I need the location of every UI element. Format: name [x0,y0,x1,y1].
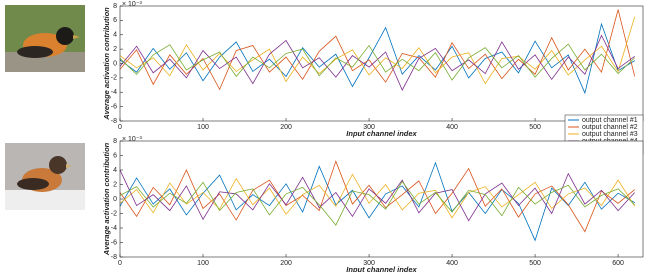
x-tick-label: 100 [197,124,209,131]
y-axis-label: Average activation contribution [102,142,111,256]
x-tick-label: 500 [529,124,541,131]
plot-area [120,6,643,121]
y-tick-label: 8 [113,138,117,145]
bird-photo [5,5,85,72]
series-line [119,22,635,95]
y-tick-label: 2 [113,181,117,188]
y-tick-label: -6 [111,239,117,246]
chart: -8 -6 -4 -2 0 2 4 6 8 0 100 200 300 400 500 600 × 10⁻³ In… [102,136,644,272]
series-line [119,9,636,91]
series-line [119,161,635,242]
y-tick-label: -6 [111,103,117,110]
series-line [119,16,636,85]
y-tick-label: 4 [113,167,117,174]
y-tick-label: -2 [111,75,117,82]
y-exponent: × 10⁻³ [122,1,143,8]
x-tick-label: 0 [118,260,122,267]
x-tick-label: 300 [363,260,375,267]
y-tick-label: 6 [113,152,117,159]
y-tick-label: -8 [111,254,117,261]
x-axis-label: Input channel index [346,129,417,138]
legend-label: output channel #1 [582,117,638,124]
y-tick-label: -4 [111,225,117,232]
y-tick-label: 6 [113,17,117,24]
y-tick-label: 8 [113,3,117,10]
y-tick-label: 0 [113,196,117,203]
x-tick-label: 300 [363,124,375,131]
x-tick-label: 400 [446,124,458,131]
series-line [119,180,635,226]
series-line [119,173,636,219]
plot-area [120,141,643,257]
y-axis-label: Average activation contribution [102,7,111,121]
y-tick-label: -4 [111,89,117,96]
x-tick-label: 400 [446,260,458,267]
x-tick-label: 500 [529,260,541,267]
y-tick-label: -2 [111,210,117,217]
x-tick-label: 200 [280,260,292,267]
x-tick-label: 100 [197,260,209,267]
y-tick-label: 2 [113,46,117,53]
x-tick-label: 0 [118,124,122,131]
x-tick-label: 200 [280,124,292,131]
y-tick-label: 0 [113,60,117,67]
bird-photo [5,143,85,210]
x-tick-label: 600 [612,260,624,267]
y-tick-label: 4 [113,32,117,39]
series-line [119,169,635,222]
y-exponent: × 10⁻³ [122,136,143,143]
x-axis-label: Input channel index [346,265,417,272]
series-line [119,43,635,81]
legend-label: output channel #2 [582,124,638,131]
legend-label: output channel #3 [582,131,638,138]
y-tick-label: -8 [111,118,117,125]
